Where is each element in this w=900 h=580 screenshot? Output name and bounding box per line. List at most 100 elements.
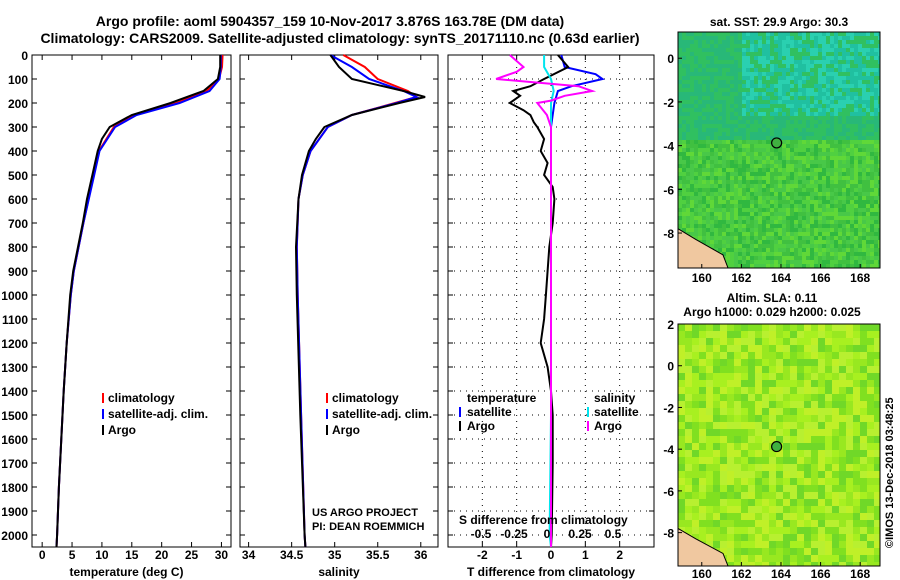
map-cell [726, 176, 730, 180]
map-cell [698, 80, 702, 84]
map-cell [790, 256, 794, 260]
map-cell [834, 48, 838, 52]
map-cell [802, 140, 806, 144]
map-cell [874, 68, 878, 72]
map-cell [825, 562, 832, 566]
map-cell [686, 40, 690, 44]
map-cell [770, 164, 774, 168]
map-cell [706, 44, 710, 48]
map-cell [782, 188, 786, 192]
map-cell [862, 236, 866, 240]
map-cell [727, 492, 734, 499]
map-cell [854, 84, 858, 88]
title-line-1: Argo profile: aoml 5904357_159 10-Nov-20… [96, 13, 564, 29]
map-cell [783, 562, 790, 566]
map-cell [870, 56, 874, 60]
map-cell [814, 136, 818, 140]
map-cell [750, 188, 754, 192]
map-cell [838, 200, 842, 204]
map-cell [822, 192, 826, 196]
map-cell [834, 216, 838, 220]
map-cell [804, 520, 811, 527]
map-cell [798, 192, 802, 196]
map-cell [690, 168, 694, 172]
map-cell [874, 236, 878, 240]
map-cell [730, 44, 734, 48]
map-cell [778, 44, 782, 48]
map-cell [867, 562, 874, 566]
map-cell [874, 248, 878, 252]
map-cell [685, 415, 692, 422]
map-cell [811, 401, 818, 408]
map-cell [734, 244, 738, 248]
map-cell [818, 100, 822, 104]
map-cell [822, 172, 826, 176]
map-cell [783, 513, 790, 520]
map-cell [842, 224, 846, 228]
map-cell [818, 132, 822, 136]
map-cell [758, 192, 762, 196]
map-cell [730, 88, 734, 92]
map-cell [770, 132, 774, 136]
map-cell [742, 196, 746, 200]
map-cell [720, 520, 727, 527]
map-cell [790, 108, 794, 112]
map-cell [832, 457, 839, 464]
map-cell [834, 196, 838, 200]
x-tick-label: 25 [185, 548, 199, 562]
map-cell [710, 64, 714, 68]
map-cell [734, 84, 738, 88]
map-cell [830, 224, 834, 228]
map-cell [710, 44, 714, 48]
map-cell [769, 436, 776, 443]
map-cell [846, 112, 850, 116]
map-cell [734, 104, 738, 108]
map-cell [770, 124, 774, 128]
map-cell [862, 88, 866, 92]
map-cell [742, 152, 746, 156]
map-cell [750, 84, 754, 88]
map-cell [706, 236, 710, 240]
map-cell [858, 156, 862, 160]
map-cell [698, 68, 702, 72]
map-cell [874, 527, 880, 534]
map-cell [710, 156, 714, 160]
map-cell [766, 128, 770, 132]
map-cell [878, 152, 880, 156]
map-cell [850, 36, 854, 40]
map-cell [802, 144, 806, 148]
map-cell [750, 208, 754, 212]
map-cell [874, 72, 878, 76]
map-cell [710, 96, 714, 100]
map-cell [686, 52, 690, 56]
map-cell [686, 232, 690, 236]
map-cell [846, 104, 850, 108]
map-cell [842, 124, 846, 128]
map-cell [686, 76, 690, 80]
map-cell [755, 562, 762, 566]
map-cell [806, 176, 810, 180]
map-cell [746, 180, 750, 184]
map-cell [738, 204, 742, 208]
map-cell [830, 92, 834, 96]
map-cell [810, 76, 814, 80]
map-cell [842, 40, 846, 44]
map-cell [854, 208, 858, 212]
map-cell [698, 172, 702, 176]
map-cell [874, 541, 880, 548]
map-cell [741, 380, 748, 387]
map-cell [866, 88, 870, 92]
map-cell [874, 415, 880, 422]
map-cell [720, 527, 727, 534]
map-cell [778, 152, 782, 156]
map-cell [790, 366, 797, 373]
map-cell [818, 373, 825, 380]
map-cell [802, 96, 806, 100]
map-cell [811, 387, 818, 394]
map-cell [770, 200, 774, 204]
map-cell [814, 40, 818, 44]
map-cell [742, 56, 746, 60]
map-cell [867, 499, 874, 506]
map-cell [727, 359, 734, 366]
map-cell [718, 216, 722, 220]
